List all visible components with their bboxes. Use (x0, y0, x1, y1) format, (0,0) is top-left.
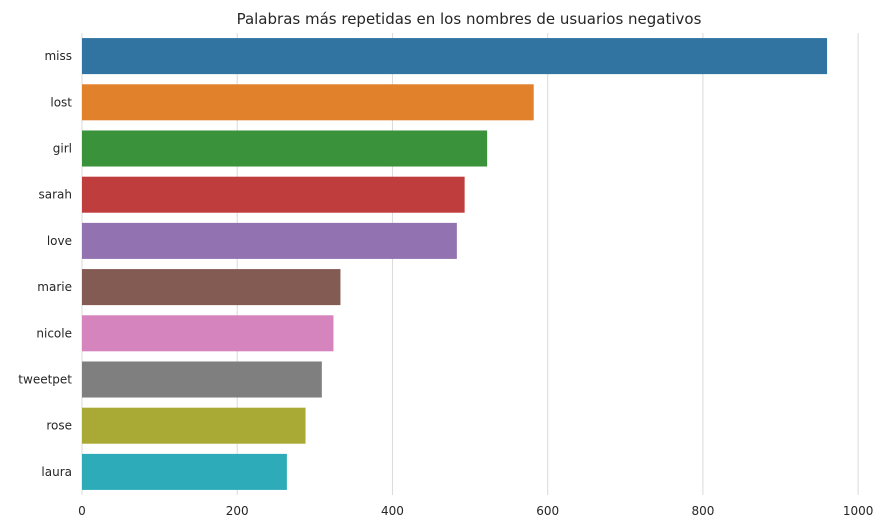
bar-lost (82, 84, 534, 121)
bar-girl (82, 130, 488, 167)
x-tick-label: 0 (78, 504, 86, 518)
y-tick-label: girl (53, 142, 72, 156)
y-tick-label: lost (50, 95, 72, 109)
x-tick-label: 200 (226, 504, 249, 518)
bar-laura (82, 453, 287, 490)
y-tick-label: marie (37, 280, 72, 294)
y-tick-label: miss (44, 49, 72, 63)
bar-love (82, 222, 457, 259)
bars (82, 38, 828, 490)
y-tick-label: laura (41, 465, 72, 479)
bar-miss (82, 38, 828, 75)
y-tick-label: tweetpet (18, 373, 72, 387)
y-tick-label: rose (46, 419, 72, 433)
bar-nicole (82, 315, 334, 352)
x-tick-label: 800 (691, 504, 714, 518)
x-tick-label: 600 (536, 504, 559, 518)
y-tick-label: love (47, 234, 72, 248)
bar-tweetpet (82, 361, 322, 398)
bar-marie (82, 269, 341, 306)
x-tick-label: 1000 (843, 504, 874, 518)
y-tick-label: sarah (39, 188, 73, 202)
chart-title: Palabras más repetidas en los nombres de… (237, 10, 702, 28)
x-axis-ticks: 0 200 400 600 800 1000 (78, 504, 873, 518)
bar-rose (82, 407, 306, 444)
bar-sarah (82, 176, 465, 213)
x-tick-label: 400 (381, 504, 404, 518)
y-axis-ticks: miss lost girl sarah love marie nicole tweetpet… (18, 49, 72, 479)
y-tick-label: nicole (36, 326, 72, 340)
